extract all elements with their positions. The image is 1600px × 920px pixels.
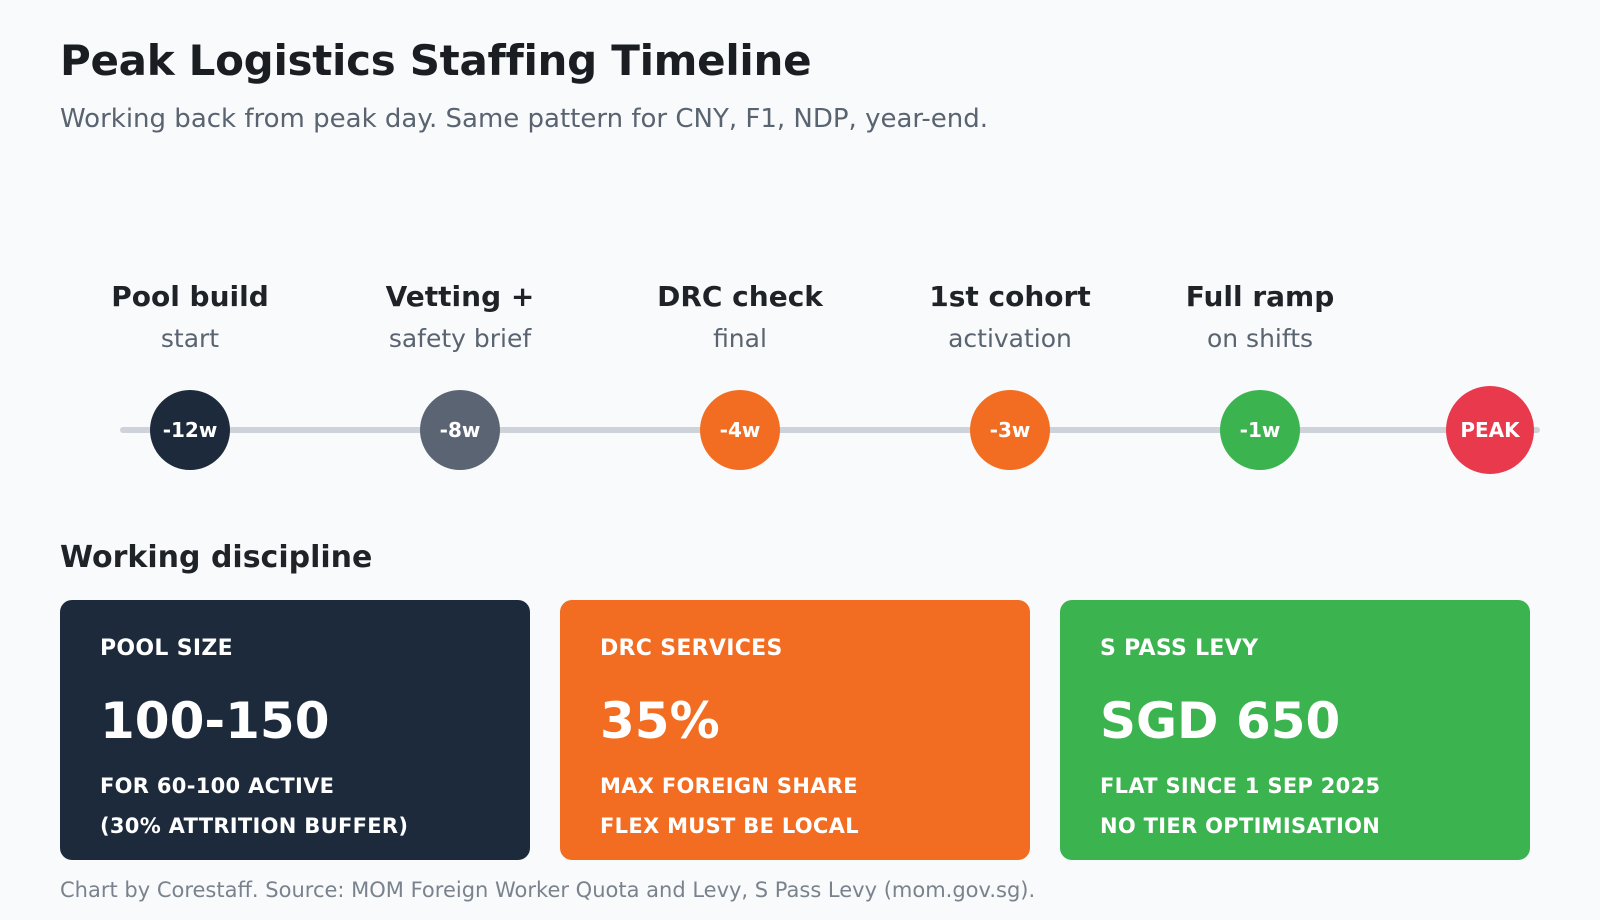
card-label: S PASS LEVY [1100, 636, 1259, 661]
milestone-label: DRC check [657, 280, 823, 313]
milestone-sublabel: start [160, 324, 220, 353]
peak-marker: PEAK [1446, 386, 1534, 474]
milestone-label: Full ramp [1185, 280, 1335, 313]
milestone-sublabel: activation [948, 324, 1072, 353]
page-subtitle: Working back from peak day. Same pattern… [60, 104, 989, 134]
card-label: DRC SERVICES [600, 636, 783, 661]
source-note: Chart by Corestaff. Source: MOM Foreign … [60, 878, 1036, 902]
milestone-marker: -1w [1220, 390, 1300, 470]
card-note-line: FLAT SINCE 1 SEP 2025 [1100, 774, 1381, 798]
milestone-marker: -4w [700, 390, 780, 470]
card-value: 100-150 [100, 692, 330, 750]
card-drc-services: DRC SERVICES 35% MAX FOREIGN SHARE FLEX MUS… [560, 600, 1030, 860]
staffing-timeline: Pool build start -12w Vetting + safety brief… [111, 280, 1540, 474]
milestone-sublabel: safety brief [388, 324, 532, 353]
card-label: POOL SIZE [100, 636, 233, 661]
card-note-line: NO TIER OPTIMISATION [1100, 814, 1381, 838]
card-note-line: FOR 60-100 ACTIVE [100, 774, 335, 798]
milestone-label: Pool build [111, 280, 269, 313]
milestone-marker: -12w [150, 390, 230, 470]
card-value: SGD 650 [1100, 692, 1341, 750]
card-note-line: MAX FOREIGN SHARE [600, 774, 858, 798]
milestone-sublabel: final [713, 324, 767, 353]
milestone-marker: -3w [970, 390, 1050, 470]
milestone-sublabel: on shifts [1206, 324, 1314, 353]
milestone-marker: -8w [420, 390, 500, 470]
card-value: 35% [600, 692, 720, 750]
timeline-track [120, 427, 1540, 433]
card-note-line: FLEX MUST BE LOCAL [600, 814, 859, 838]
card-pool-size: POOL SIZE 100-150 FOR 60-100 ACTIVE (30% AT… [60, 600, 530, 860]
milestone-label: 1st cohort [929, 280, 1091, 313]
milestone-label: Vetting + [385, 280, 535, 313]
card-s-pass-levy: S PASS LEVY SGD 650 FLAT SINCE 1 SEP 2025 N… [1060, 600, 1530, 860]
card-note-line: (30% ATTRITION BUFFER) [100, 814, 409, 838]
page-title: Peak Logistics Staffing Timeline [60, 36, 812, 85]
section-title-working-discipline: Working discipline [60, 540, 373, 575]
